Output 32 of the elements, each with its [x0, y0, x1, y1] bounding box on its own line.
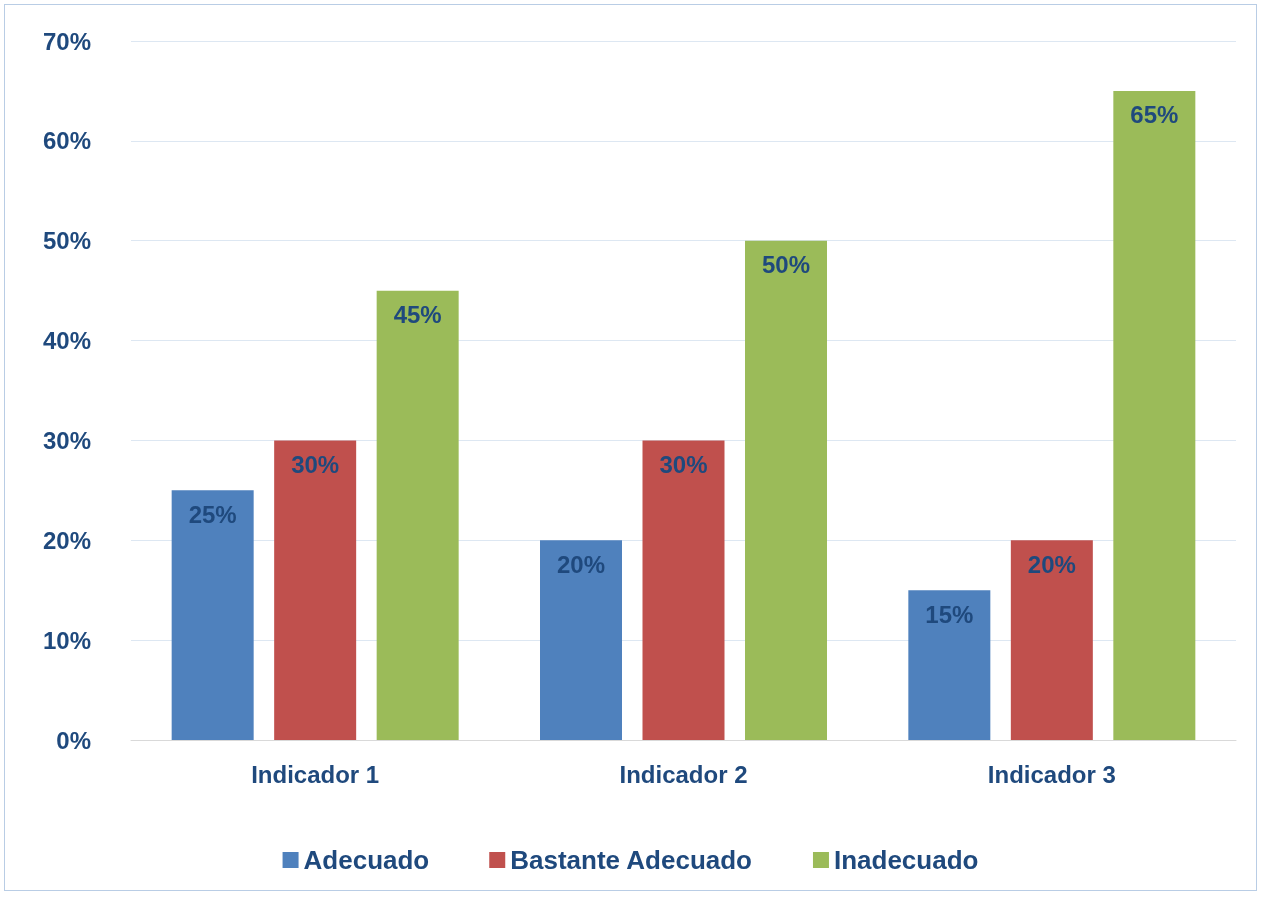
legend-label: Adecuado [303, 845, 430, 875]
data-label: 65% [1130, 101, 1179, 129]
y-tick-label: 10% [42, 626, 91, 654]
x-tick-label: Indicador 2 [619, 760, 748, 788]
y-tick-label: 60% [42, 127, 91, 155]
y-tick-label: 0% [56, 726, 91, 754]
bar [908, 590, 991, 740]
x-tick-label: Indicador 3 [987, 760, 1116, 788]
data-label: 25% [188, 500, 237, 528]
bar [642, 440, 725, 740]
y-tick-label: 40% [42, 327, 91, 355]
y-tick-label: 70% [42, 27, 91, 55]
bar [171, 490, 254, 740]
data-label: 20% [1027, 550, 1076, 578]
bar [1113, 90, 1196, 740]
data-label: 30% [291, 450, 340, 478]
x-tick-label: Indicador 1 [251, 760, 380, 788]
data-label: 50% [761, 251, 811, 279]
bar [745, 240, 827, 740]
y-tick-label: 50% [42, 227, 91, 255]
data-label: 45% [393, 301, 442, 329]
y-tick-label: 30% [42, 426, 91, 454]
legend-label: Bastante Adecuado [510, 845, 753, 875]
bar [376, 290, 459, 740]
bar [274, 440, 357, 740]
data-label: 15% [925, 600, 974, 628]
data-label: 20% [556, 550, 606, 578]
bar [540, 540, 622, 740]
bar [1010, 540, 1093, 740]
data-label: 30% [659, 450, 708, 478]
y-tick-label: 20% [42, 526, 91, 554]
legend-label: Inadecuado [833, 845, 979, 875]
